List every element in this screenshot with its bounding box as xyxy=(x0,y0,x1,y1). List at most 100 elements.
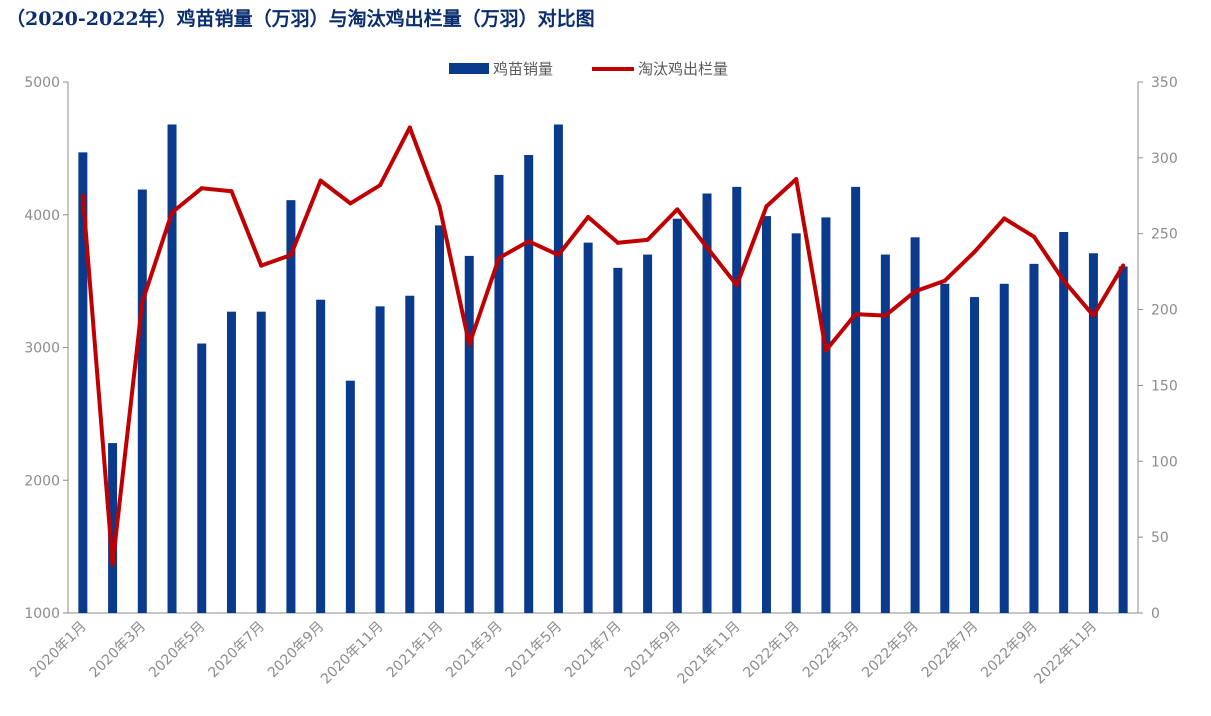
bar-2021年4月 xyxy=(524,155,534,613)
bar-2021年2月 xyxy=(464,255,474,613)
line-point-2020年4月 xyxy=(170,210,175,215)
line-point-2021年7月 xyxy=(615,240,620,245)
line-point-2022年6月 xyxy=(942,278,947,283)
line-point-2021年11月 xyxy=(734,283,739,288)
bar-2020年5月 xyxy=(197,343,207,613)
line-point-2021年5月 xyxy=(556,252,561,257)
bar-2020年2月 xyxy=(108,443,118,613)
bar-2022年12月 xyxy=(1118,266,1128,613)
x-axis-tick-label: 2021年3月 xyxy=(443,619,506,682)
x-axis-tick-label: 2022年7月 xyxy=(919,619,982,682)
bar-2020年11月 xyxy=(375,306,385,613)
line-point-2021年6月 xyxy=(586,215,591,220)
x-axis-tick-label: 2022年1月 xyxy=(740,619,803,682)
line-point-2021年1月 xyxy=(437,204,442,209)
line-point-2020年12月 xyxy=(407,125,412,130)
bar-2020年10月 xyxy=(345,380,355,613)
line-point-2021年10月 xyxy=(705,245,710,250)
line-point-2020年6月 xyxy=(229,189,234,194)
line-point-2021年9月 xyxy=(675,207,680,212)
bar-2021年8月 xyxy=(643,254,653,613)
left-axis-tick-label: 5000 xyxy=(24,75,60,91)
x-axis-tick-label: 2022年3月 xyxy=(800,619,863,682)
line-point-2020年10月 xyxy=(348,201,353,206)
line-point-2022年12月 xyxy=(1121,263,1126,268)
x-axis-tick-label: 2020年3月 xyxy=(87,619,150,682)
bar-2020年1月 xyxy=(78,152,88,614)
line-point-2022年4月 xyxy=(883,313,888,318)
x-axis-tick-label: 2020年7月 xyxy=(205,619,268,682)
line-point-2022年1月 xyxy=(794,177,799,182)
line-point-2020年5月 xyxy=(199,186,204,191)
line-point-2022年5月 xyxy=(913,289,918,294)
legend-label-bar: 鸡苗销量 xyxy=(493,60,553,78)
bar-2022年7月 xyxy=(970,297,980,613)
bar-2022年9月 xyxy=(1029,263,1039,613)
bar-2021年3月 xyxy=(494,174,504,614)
bar-2021年11月 xyxy=(732,186,742,613)
bar-2020年12月 xyxy=(405,295,415,613)
right-axis-tick-label: 150 xyxy=(1151,378,1178,394)
line-point-2022年7月 xyxy=(972,249,977,254)
bar-2022年3月 xyxy=(851,186,861,613)
x-axis-tick-label: 2022年9月 xyxy=(978,619,1041,682)
left-axis-tick-label: 1000 xyxy=(24,606,60,622)
line-point-2022年8月 xyxy=(1002,216,1007,221)
line-point-2021年4月 xyxy=(526,239,531,244)
bar-2022年6月 xyxy=(940,283,950,613)
line-point-2021年8月 xyxy=(645,237,650,242)
right-axis-tick-label: 300 xyxy=(1151,151,1178,167)
x-axis-tick-label: 2022年5月 xyxy=(859,619,922,682)
right-axis-tick-label: 200 xyxy=(1151,303,1178,319)
line-point-2020年2月 xyxy=(110,562,115,567)
legend-swatch-bar xyxy=(449,63,489,74)
x-axis-tick-label: 2021年11月 xyxy=(675,619,744,688)
bar-2022年1月 xyxy=(791,233,801,613)
x-axis-tick-label: 2020年1月 xyxy=(27,619,90,682)
x-axis-tick-label: 2020年11月 xyxy=(318,619,387,688)
bar-2020年9月 xyxy=(316,299,326,613)
line-point-2020年7月 xyxy=(259,263,264,268)
line-point-2021年12月 xyxy=(764,204,769,209)
left-axis-tick-label: 2000 xyxy=(24,473,60,489)
right-axis-tick-label: 350 xyxy=(1151,75,1178,91)
line-point-2022年2月 xyxy=(823,348,828,353)
line-point-2020年1月 xyxy=(80,193,85,198)
line-point-2022年9月 xyxy=(1031,234,1036,239)
bar-2021年10月 xyxy=(702,193,712,613)
line-point-2020年11月 xyxy=(378,183,383,188)
left-axis-tick-label: 3000 xyxy=(24,341,60,357)
bar-2021年12月 xyxy=(761,216,771,613)
line-point-2020年9月 xyxy=(318,178,323,183)
line-point-2021年3月 xyxy=(496,255,501,260)
bar-2020年7月 xyxy=(256,311,266,613)
right-axis-tick-label: 250 xyxy=(1151,227,1178,243)
x-axis-tick-label: 2021年1月 xyxy=(384,619,447,682)
bar-2022年2月 xyxy=(821,217,831,613)
bar-2021年9月 xyxy=(672,218,682,614)
bar-2021年1月 xyxy=(435,225,445,613)
bar-2020年3月 xyxy=(137,189,147,613)
bar-2021年6月 xyxy=(583,242,593,613)
right-axis-tick-label: 50 xyxy=(1151,530,1169,546)
x-axis-tick-label: 2020年9月 xyxy=(265,619,328,682)
line-series-淘汰鸡出栏量 xyxy=(80,125,1126,567)
bar-2022年11月 xyxy=(1088,253,1098,613)
x-axis-tick-label: 2020年5月 xyxy=(146,619,209,682)
legend-label-line: 淘汰鸡出栏量 xyxy=(638,60,728,78)
bar-2020年4月 xyxy=(167,124,177,613)
line-point-2020年3月 xyxy=(140,299,145,304)
bar-2020年8月 xyxy=(286,200,296,613)
line-point-2020年8月 xyxy=(288,252,293,257)
bar-2021年7月 xyxy=(613,267,623,613)
x-axis-tick-label: 2021年7月 xyxy=(562,619,625,682)
chart-title: （2020-2022年）鸡苗销量（万羽）与淘汰鸡出栏量（万羽）对比图 xyxy=(6,8,595,30)
bar-2022年8月 xyxy=(999,283,1009,613)
left-axis-tick-label: 4000 xyxy=(24,208,60,224)
bar-2021年5月 xyxy=(553,124,563,613)
right-axis-tick-label: 0 xyxy=(1151,606,1160,622)
line-point-2022年11月 xyxy=(1091,313,1096,318)
line-point-2022年3月 xyxy=(853,312,858,317)
x-axis-tick-label: 2021年9月 xyxy=(622,619,685,682)
